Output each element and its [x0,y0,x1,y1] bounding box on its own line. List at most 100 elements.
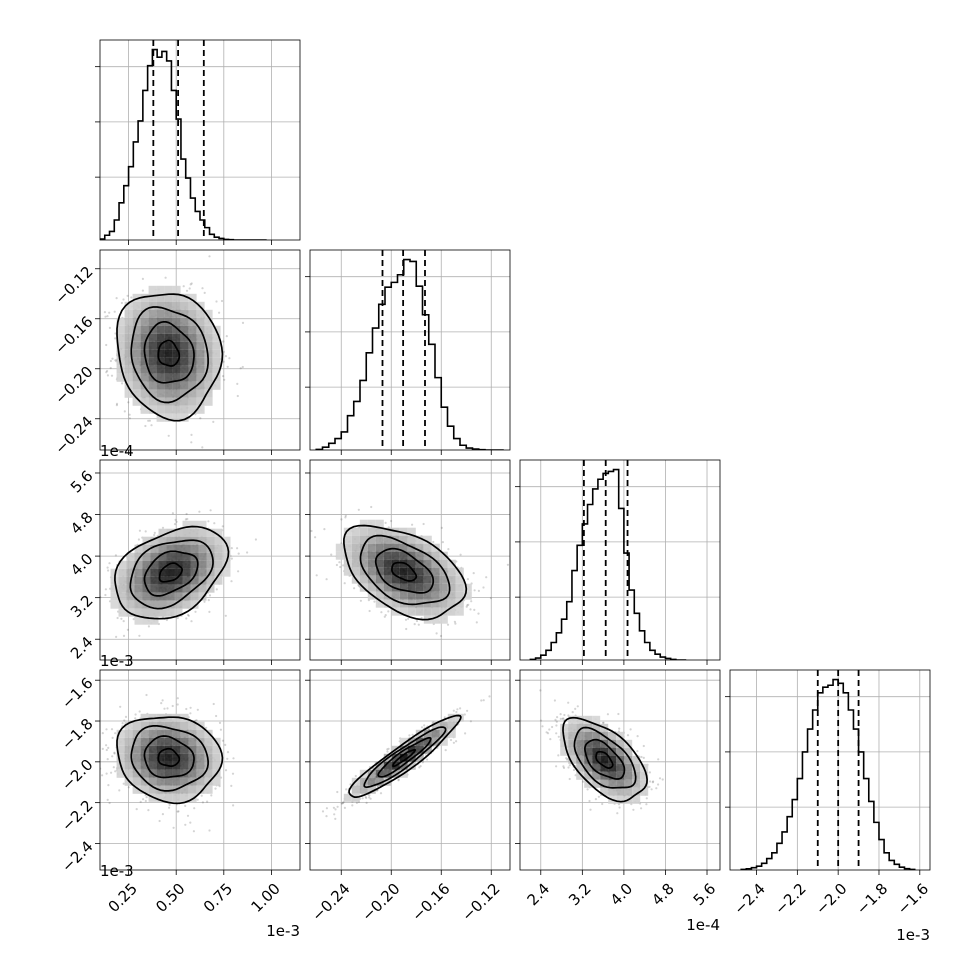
density-cell [116,317,125,326]
scatter-point [212,420,215,423]
density-cell [148,745,157,754]
scatter-point [141,289,144,292]
density-cell [164,373,173,382]
histogram-panel-1 [310,250,510,450]
density-cell [188,729,197,738]
scatter-point [323,528,326,531]
density-cell [140,721,149,730]
density-cell [140,365,149,374]
scatter-point [386,748,389,751]
scatter-point [128,417,131,420]
scatter-point [137,538,140,541]
scatter-point [384,614,387,617]
density-cell [148,405,157,414]
density-cell [134,600,143,609]
density-cell [198,536,207,545]
scatter-point [126,628,129,631]
density-cell [447,591,456,600]
scatter-point [423,724,426,727]
density-cell [182,592,191,601]
scatter-point [122,782,125,785]
density-cell [188,373,197,382]
density-cell [150,616,159,625]
scatter-point [207,520,210,523]
scatter-point [384,521,387,525]
scatter-point [230,580,233,583]
scatter-point [138,529,141,532]
density-cell [407,575,416,584]
scatter-point [108,562,111,565]
density-cell [383,575,392,584]
scatter-point [113,310,116,313]
density-cell [383,535,392,544]
scatter-point [201,287,204,290]
density-cell [399,567,408,576]
scatter-point [365,796,368,800]
density-cell [132,721,141,730]
histogram-panel-0 [100,40,300,240]
scatter-point [177,810,180,813]
density-cell [222,544,231,553]
density-cell [158,568,167,577]
scatter-point [144,530,147,533]
density-cell [164,349,173,358]
scatter-point [334,808,337,811]
density-cell [206,584,215,593]
scatter-point [201,801,204,804]
histogram-step-1 [315,258,504,450]
density-cell [367,567,376,576]
density-cell [118,560,127,569]
scatter-point [254,538,257,541]
density-cell [124,301,133,310]
scatter-point [453,620,456,623]
scatter-point [171,704,174,708]
density-cell [148,777,157,786]
density-cell [188,721,197,730]
density-cell [204,381,213,390]
scatter-point [189,712,192,715]
density-cell [182,568,191,577]
density-cell [447,559,456,568]
scatter-point [168,806,171,809]
scatter-point [467,603,470,606]
density-cell [180,793,189,802]
density-cell [439,599,448,608]
density-cell [132,737,141,746]
density-cell [343,551,352,560]
density-cell [124,769,133,778]
density-cell [375,599,384,608]
density-cell [140,357,149,366]
scatter-point [158,819,161,823]
density-cell [172,397,181,406]
density-cell [126,568,135,577]
density-cell [423,599,432,608]
density-cell [423,543,432,552]
density-cell [367,527,376,536]
density-cell [132,365,141,374]
density-cell [196,373,205,382]
density-cell [204,309,213,318]
scatter-point [161,813,164,816]
density-cell [166,568,175,577]
density-cell [196,381,205,390]
density-cell [182,528,191,537]
density-cell [140,777,149,786]
density-cell [148,729,157,738]
scatter-point [226,757,229,760]
scatter-point [364,795,367,799]
density-cell [142,552,151,561]
scatter-point [353,587,356,590]
density-cell [431,591,440,600]
scatter-point [208,829,211,832]
density-cell [148,397,157,406]
density-cell [132,397,141,406]
density-cell [172,317,181,326]
density-cell [164,721,173,730]
scatter-point [106,798,109,802]
density-cell [375,543,384,552]
scatter-point [114,337,117,340]
density-cell [150,608,159,617]
density-cell [156,373,165,382]
density-cell [204,397,213,406]
scatter-point [315,574,318,577]
